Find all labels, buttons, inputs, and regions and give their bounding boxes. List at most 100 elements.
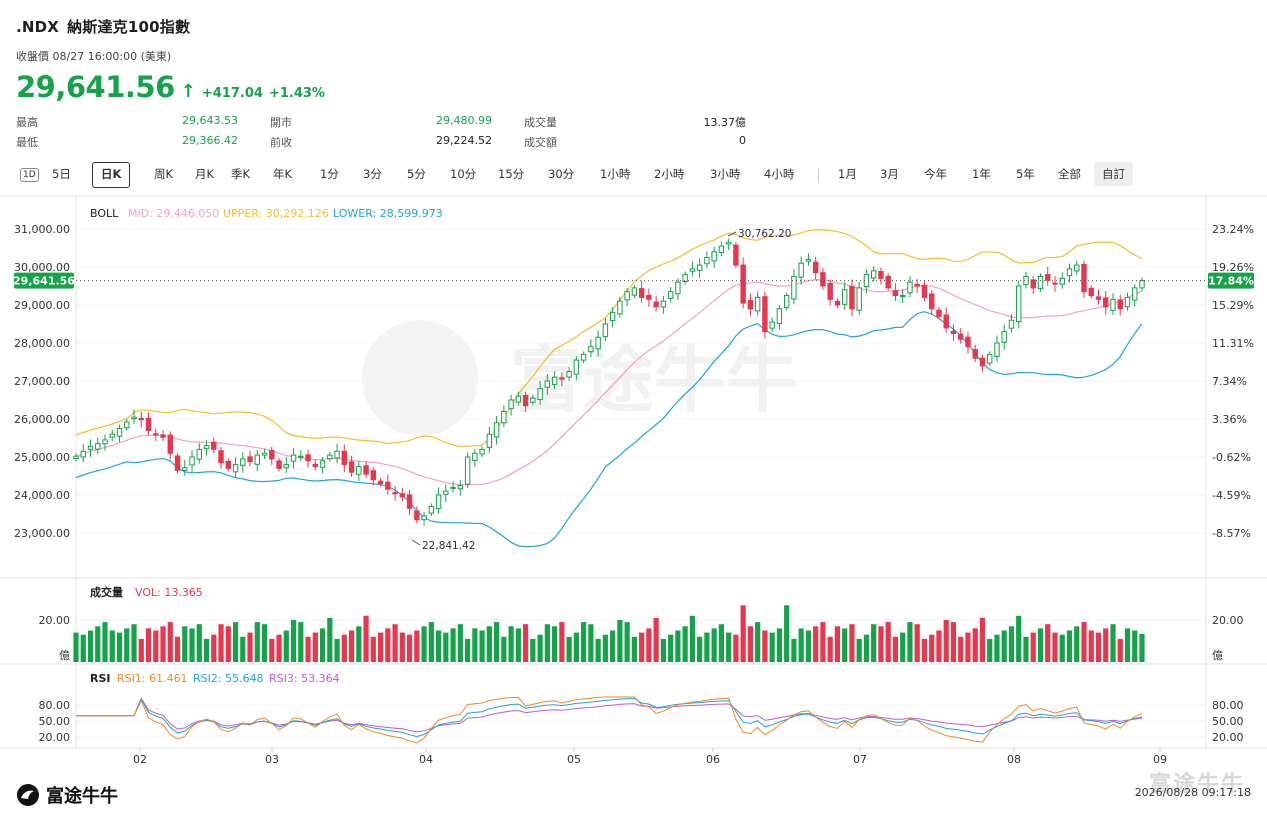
volume-bar <box>377 632 384 662</box>
candle-body <box>907 281 913 294</box>
volume-bar <box>624 622 630 662</box>
candle-body <box>160 434 166 438</box>
candle-body <box>559 377 565 380</box>
volume-bar <box>581 622 587 662</box>
tab-11[interactable]: 30分 <box>548 167 575 181</box>
candle-body <box>167 434 173 454</box>
volume-value-label: VOL: 13.365 <box>135 586 203 599</box>
volume-bar <box>443 632 449 662</box>
candle-body <box>493 422 500 438</box>
candle-body <box>356 466 362 475</box>
candle-body <box>878 270 884 279</box>
volume-bar <box>1023 636 1029 662</box>
tab-20[interactable]: 5年 <box>1016 167 1035 181</box>
current-pct-tag: 17.84% <box>1208 275 1254 288</box>
tab-5[interactable]: 年K <box>273 167 293 181</box>
volume-bar <box>813 626 819 662</box>
volume-bar <box>573 632 579 662</box>
volume-bar <box>987 638 993 662</box>
volume-bar <box>370 636 376 662</box>
min-note: 22,841.42 <box>422 540 475 552</box>
close-info: 收盤價 08/27 16:00:00 (美東) <box>16 50 172 63</box>
tab-2[interactable]: 周K <box>154 167 174 181</box>
candle-body <box>522 395 529 407</box>
candle-body <box>682 274 688 283</box>
tab-14[interactable]: 3小時 <box>710 167 741 181</box>
candle-body <box>1139 280 1145 289</box>
candle-body <box>508 399 514 410</box>
candle-body <box>609 312 616 322</box>
tab-21[interactable]: 全部 <box>1058 167 1081 181</box>
volume-bar <box>530 638 536 662</box>
volume-bar <box>1001 630 1007 662</box>
volume-bar <box>668 634 674 662</box>
tab-0[interactable]: 5日 <box>52 167 71 181</box>
candle-body <box>73 455 79 460</box>
candle-body <box>385 481 391 490</box>
volume-bar <box>740 605 746 662</box>
candle-body <box>276 460 282 469</box>
tab-1[interactable]: 日K <box>92 162 131 188</box>
candle-body <box>399 493 406 498</box>
chart-watermark: 富途牛牛 <box>510 338 798 422</box>
tab-6[interactable]: 1分 <box>320 167 339 181</box>
calendar-1d-icon[interactable]: 1D <box>20 168 39 182</box>
candle-body <box>870 270 877 279</box>
candle-body <box>472 452 478 461</box>
volume-bar <box>167 622 173 662</box>
candle-body <box>457 485 464 490</box>
candle-body <box>914 283 920 287</box>
volume-bar <box>247 632 253 662</box>
volume-bar <box>312 632 318 662</box>
tab-4[interactable]: 季K <box>231 167 251 181</box>
tab-7[interactable]: 3分 <box>363 167 382 181</box>
volume-bar <box>544 624 550 662</box>
rsi-title: RSI <box>90 672 111 685</box>
volume-bar <box>225 626 231 662</box>
candle-body <box>153 433 159 436</box>
tab-16[interactable]: 1月 <box>838 167 857 181</box>
candle-body <box>145 417 152 431</box>
volume-bar <box>254 622 260 662</box>
candle-body <box>1124 296 1131 308</box>
tab-12[interactable]: 1小時 <box>600 167 631 181</box>
rsi2-line <box>76 697 1143 738</box>
volume-bar <box>776 628 783 662</box>
volume-bar <box>552 626 558 662</box>
volume-bar <box>697 636 703 662</box>
candle-body <box>1110 298 1116 311</box>
tab-18[interactable]: 今年 <box>924 167 947 181</box>
volume-bar <box>1081 622 1087 662</box>
tab-13[interactable]: 2小時 <box>654 167 685 181</box>
candle-body <box>225 460 231 469</box>
x-tick-label: 05 <box>567 753 581 766</box>
tab-10[interactable]: 15分 <box>498 167 525 181</box>
current-price-tag: 29,641.56 <box>13 275 75 288</box>
rsi3-label: RSI3: 53.364 <box>269 672 340 685</box>
volume-bar <box>153 630 159 662</box>
price-change: +417.04 <box>201 86 263 101</box>
candle-body <box>348 461 355 473</box>
candle-body <box>929 293 935 310</box>
x-tick-label: 07 <box>853 753 867 766</box>
volume-bar <box>479 630 485 662</box>
tab-9[interactable]: 10分 <box>450 167 477 181</box>
pct-tick-label: -8.57% <box>1212 527 1251 540</box>
tab-8[interactable]: 5分 <box>407 167 426 181</box>
high-value: 29,643.53 <box>182 114 238 127</box>
pct-tick-label: 11.31% <box>1212 337 1254 350</box>
tab-15[interactable]: 4小時 <box>764 167 795 181</box>
open-label: 開市 <box>270 116 292 129</box>
candle-body <box>936 309 942 317</box>
tab-17[interactable]: 3月 <box>880 167 899 181</box>
tab-22[interactable]: 自訂 <box>1094 162 1133 186</box>
candle-body <box>740 264 746 304</box>
candle-body <box>573 359 580 375</box>
tab-19[interactable]: 1年 <box>972 167 991 181</box>
rsi-tick-label-right: 80.00 <box>1212 699 1244 712</box>
candle-body <box>943 314 949 329</box>
candle-body <box>443 490 449 495</box>
candle-body <box>885 275 891 289</box>
tab-3[interactable]: 月K <box>195 167 215 181</box>
rsi-tick-label: 50.00 <box>39 715 71 728</box>
